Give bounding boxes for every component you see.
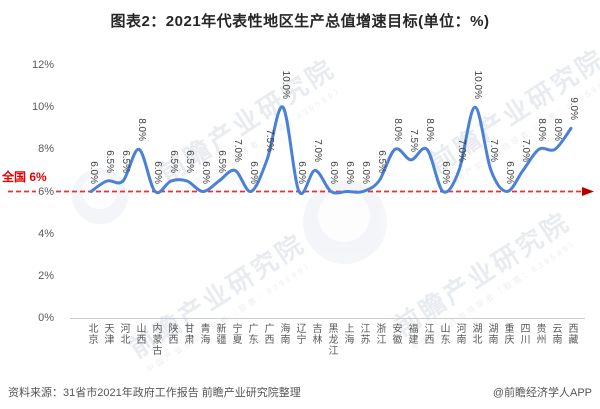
chart-title: 图表2：2021年代表性地区生产总值增速目标(单位：%) [110, 13, 490, 30]
brand-credit: @前瞻经济学人APP [492, 387, 592, 399]
source-note: 资料来源：31省市2021年政府工作报告 前瞻产业研究院整理 [8, 387, 301, 399]
dashed-line-arrow-icon [582, 187, 594, 196]
national-target-label: 全国 6% [2, 170, 47, 184]
growth-target-line-series [89, 105, 573, 196]
